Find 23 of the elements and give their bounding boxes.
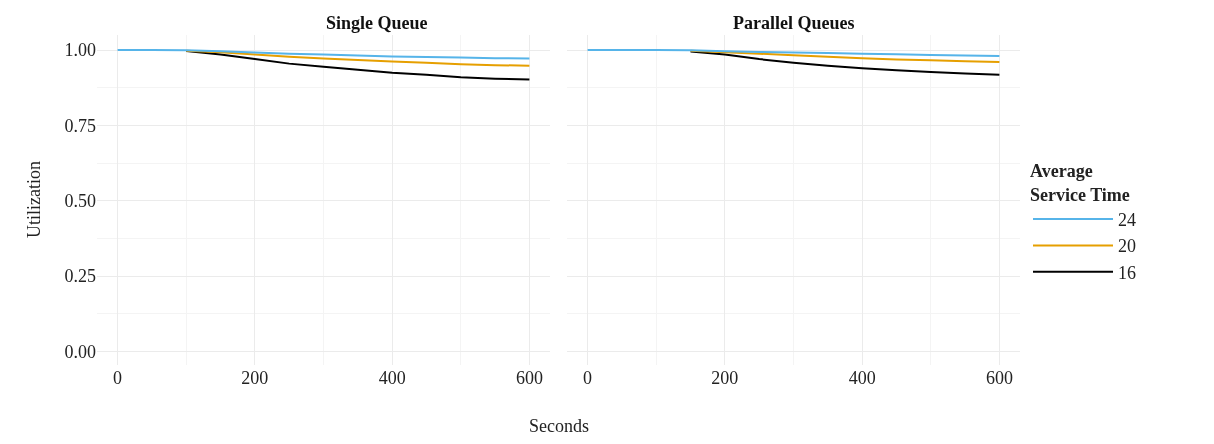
x-tick-label: 0	[113, 368, 123, 388]
legend-title: Average Service Time	[1030, 161, 1130, 205]
legend-label: 20	[1118, 236, 1136, 257]
x-axis-title: Seconds	[529, 416, 589, 436]
line-series	[185, 49, 531, 67]
x-tick-label: 600	[515, 368, 543, 388]
y-tick-label: 0.00	[64, 341, 96, 362]
y-tick-label: 0.25	[64, 266, 96, 287]
x-tick-label: 400	[378, 368, 406, 388]
y-tick-label: 0.50	[64, 191, 96, 212]
y-tick-label: 1.00	[64, 40, 96, 61]
legend-label: 16	[1118, 262, 1136, 283]
x-tick-label: 400	[848, 368, 876, 388]
x-tick-label: 600	[985, 368, 1013, 388]
chart-title: Single Queue	[326, 13, 428, 33]
y-tick-label: 0.75	[64, 115, 96, 136]
line-series	[116, 49, 531, 60]
x-tick-label: 0	[583, 368, 593, 388]
chart-title: Parallel Queues	[733, 13, 855, 33]
legend-label: 24	[1118, 210, 1136, 231]
x-tick-label: 200	[241, 368, 269, 388]
y-axis-title: Utilization	[24, 161, 44, 238]
x-tick-label: 200	[711, 368, 739, 388]
